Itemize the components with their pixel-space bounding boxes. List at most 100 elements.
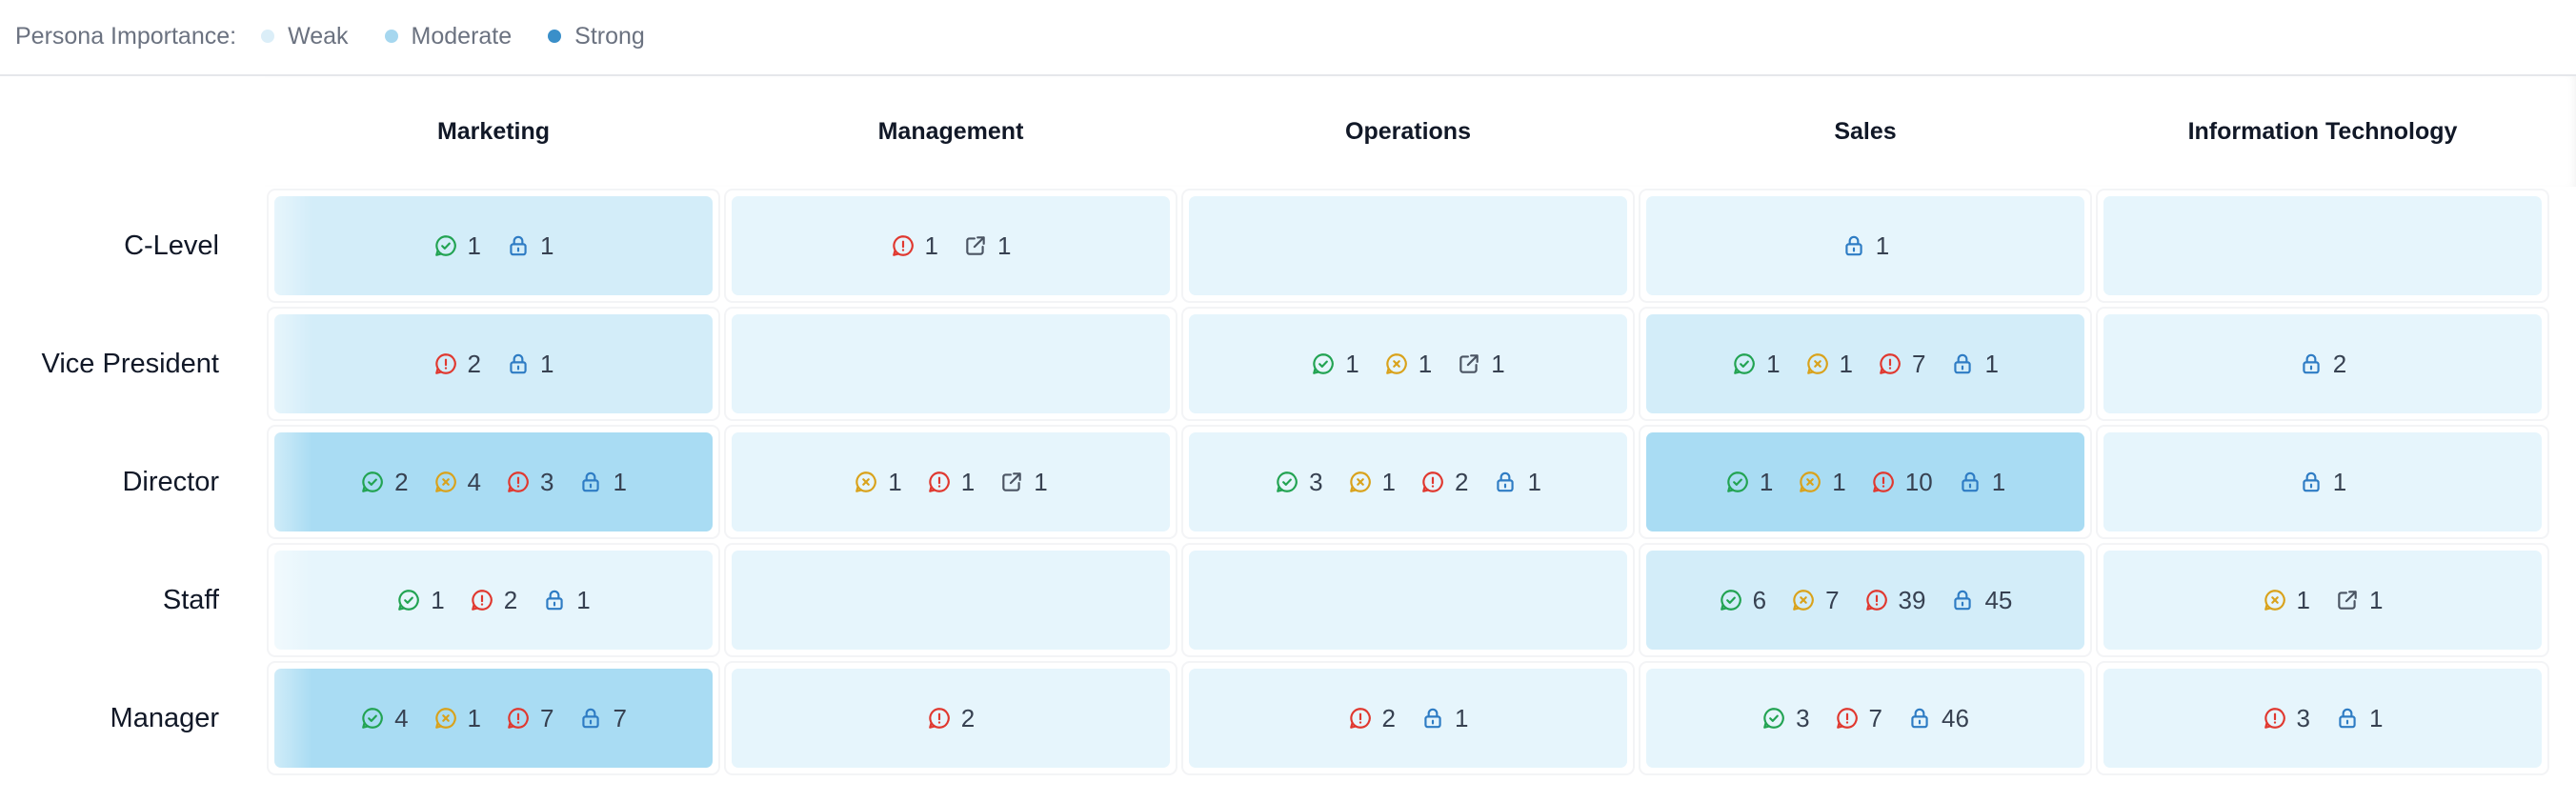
metric-count: 4 [394,703,409,732]
cell-manager-marketing[interactable]: 4 1 7 7 [274,669,713,768]
metric-count: 2 [1455,467,1469,496]
metric-count: 6 [1752,585,1767,614]
cell-staff-marketing[interactable]: 1 2 1 [274,551,713,650]
metric-check: 3 [1275,468,1323,497]
cell-frame [1639,189,2092,303]
row-label-c-level: C-Level [124,230,219,261]
lock-icon [1420,706,1455,731]
legend-label-weak: Weak [288,22,349,50]
cell-frame [1181,543,1635,657]
metric-count: 1 [540,231,554,260]
lock-icon [506,351,540,376]
row-label-manager: Manager [110,702,219,733]
objection-bubble-icon [1384,351,1419,376]
metric-count: 1 [431,585,445,614]
metric-objection: 1 [2263,586,2310,615]
cell-director-marketing[interactable]: 2 4 3 1 [274,432,713,531]
metric-count: 2 [960,703,976,732]
metric-count: 3 [540,467,554,496]
row-label-vice-president: Vice President [41,348,219,379]
lock-icon [2299,470,2333,494]
objection-bubble-icon [1798,470,1832,494]
cell-staff-sales[interactable]: 6 7 39 45 [1646,551,2084,650]
cell-director-management[interactable]: 1 1 1 [732,432,1170,531]
lock-icon [1950,351,1984,376]
metric-lock: 1 [506,350,553,379]
cell-frame [1639,307,2092,421]
metric-lock: 7 [578,703,627,733]
row-label-background [21,190,265,301]
metric-lock: 1 [1493,468,1541,497]
metric-count: 7 [1912,349,1926,378]
row-label-director: Director [122,466,219,497]
cell-frame [267,543,720,657]
alert-bubble-icon [1835,706,1869,731]
cell-manager-management[interactable]: 2 [732,669,1170,768]
metric-check: 6 [1719,586,1766,615]
column-header-management: Management [877,118,1024,145]
metric-count: 1 [2369,703,2384,732]
metric-check: 1 [396,585,445,615]
metric-count: 1 [1418,349,1433,378]
cell-frame [724,543,1177,657]
check-bubble-icon [1725,470,1760,494]
metric-objection: 7 [1791,586,1840,615]
cell-c-level-operations[interactable] [1189,196,1627,295]
cell-frame [724,425,1177,539]
metric-count: 1 [2332,467,2347,496]
legend-title: Persona Importance: [15,22,237,50]
metric-count: 7 [613,703,627,732]
metric-lock: 1 [1950,349,1999,379]
metric-alert: 7 [1835,704,1882,733]
metric-alert: 7 [506,704,553,733]
metric-alert: 2 [470,586,517,615]
metric-count: 1 [576,585,591,614]
alert-bubble-icon [433,351,468,376]
cell-frame [2096,189,2549,303]
cell-vice-president-information-technology[interactable]: 2 [2103,314,2542,413]
alert-bubble-icon [1420,470,1455,494]
cell-vice-president-management[interactable] [732,314,1170,413]
metric-count: 1 [1991,467,2006,496]
cell-vice-president-sales[interactable]: 1 1 7 1 [1646,314,2084,413]
cell-c-level-sales[interactable]: 1 [1646,196,2084,295]
cell-frame [1639,661,2092,775]
metric-count: 46 [1942,703,1969,732]
row-label-background [21,309,265,419]
alert-bubble-icon [927,470,961,494]
cell-frame [1639,543,2092,657]
metric-alert: 2 [927,704,975,733]
objection-bubble-icon [433,706,468,731]
metric-count: 1 [1759,467,1774,496]
cell-frame [1639,425,2092,539]
cell-director-operations[interactable]: 3 1 2 1 [1189,432,1627,531]
cell-frame [2096,661,2549,775]
cell-frame [1181,307,1635,421]
cell-manager-sales[interactable]: 3 7 46 [1646,669,2084,768]
cell-director-sales[interactable]: 1 1 10 1 [1646,432,2084,531]
cell-director-information-technology[interactable]: 1 [2103,432,2542,531]
column-header-marketing: Marketing [436,118,551,145]
metric-count: 1 [1381,467,1396,496]
objection-bubble-icon [854,470,888,494]
cell-c-level-information-technology[interactable] [2103,196,2542,295]
lock-icon [2299,351,2333,376]
alert-bubble-icon [2263,706,2297,731]
legend-dot-weak [261,30,275,43]
metric-check: 1 [1725,468,1773,497]
cell-vice-president-operations[interactable]: 1 1 1 [1189,314,1627,413]
cell-staff-management[interactable] [732,551,1170,650]
alert-bubble-icon [891,233,925,258]
metric-count: 1 [1984,349,1999,378]
lock-icon [1841,233,1876,258]
metric-lock: 46 [1907,704,1969,733]
column-header-operations: Operations [1345,118,1471,145]
cell-staff-operations[interactable] [1189,551,1627,650]
metric-count: 1 [1832,467,1846,496]
